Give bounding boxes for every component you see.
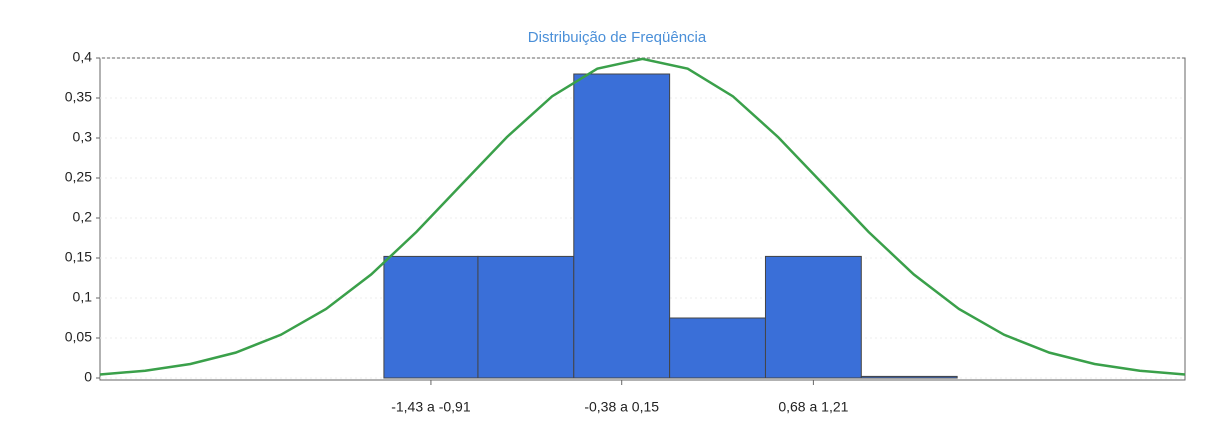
y-tick-label: 0,3 <box>73 129 93 145</box>
bar <box>860 375 958 379</box>
y-tick-label: 0,1 <box>73 289 93 305</box>
chart-title: Distribuição de Freqüência <box>528 29 707 46</box>
y-tick-label: 0,2 <box>73 209 93 225</box>
bar <box>383 255 479 379</box>
bar <box>764 255 862 379</box>
y-tick-label: 0 <box>84 369 92 385</box>
y-tick-label: 0,4 <box>73 49 93 65</box>
normal-curve <box>99 57 1186 376</box>
x-tick-label: 0,68 a 1,21 <box>778 399 848 415</box>
x-tick-label: -0,38 a 0,15 <box>584 399 659 415</box>
y-tick-label: 0,05 <box>65 329 92 345</box>
bar <box>573 73 671 379</box>
bar <box>477 255 575 379</box>
y-tick-label: 0,15 <box>65 249 92 265</box>
x-tick-label: -1,43 a -0,91 <box>391 399 471 415</box>
y-tick-label: 0,35 <box>65 89 92 105</box>
bar <box>669 317 766 379</box>
y-tick-label: 0,25 <box>65 169 92 185</box>
